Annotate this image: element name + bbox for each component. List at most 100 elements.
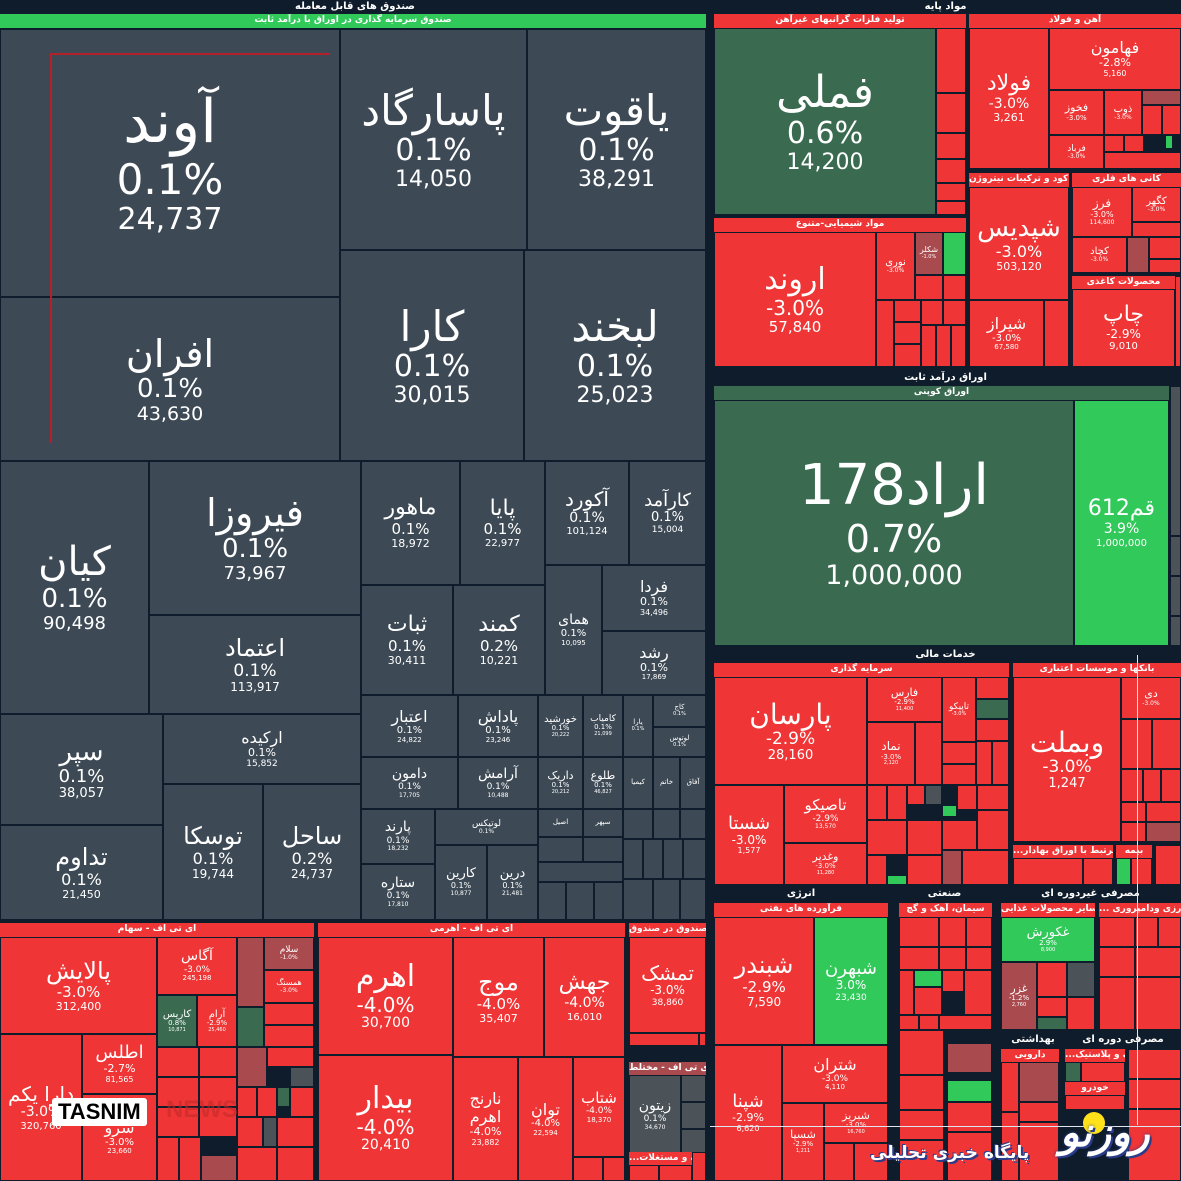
tile-kamyab[interactable]: کامیاب 0.1% 21,099 (583, 695, 623, 757)
tile-tapiko[interactable]: تاپیکو -3.0% (942, 677, 976, 742)
tile-ahrom[interactable]: اهرم -4.0% 30,700 (318, 937, 453, 1055)
tile-small-stock[interactable] (1065, 1095, 1125, 1110)
tile-kaj[interactable]: کاج 0.1% (653, 695, 706, 727)
tile-palayesh[interactable]: پالایش -3.0% 312,400 (0, 937, 157, 1034)
group-bar-fund-of-funds[interactable]: صندوق در صندوق (629, 923, 706, 937)
tile-small-stock[interactable] (942, 764, 976, 785)
tile-small-stock[interactable] (1121, 719, 1152, 769)
tile-small-etf[interactable] (263, 1117, 277, 1147)
tile-narenj[interactable]: نارنج اهرم -4.0% 23,882 (453, 1057, 518, 1181)
tile-small-etf[interactable] (629, 1033, 699, 1046)
tile-small-etf[interactable] (603, 1157, 625, 1181)
tile-kechad[interactable]: کچاد -3.0% (1072, 237, 1127, 273)
tile-small-stock[interactable] (867, 785, 887, 820)
tile-small-etf[interactable] (267, 1047, 314, 1067)
tile-arzesh[interactable] (237, 937, 264, 1007)
tile-shasta[interactable]: شستا -3.0% 1,577 (714, 785, 784, 885)
tile-small-etf[interactable] (201, 1155, 237, 1181)
tile-homay[interactable]: همای 0.1% 10,095 (545, 565, 602, 695)
tile-faraz[interactable]: فرز -3.0% 114,600 (1072, 187, 1132, 237)
tile-akord[interactable]: آکورد 0.1% 101,124 (545, 461, 629, 565)
tile-fahamoon[interactable]: فهامون -2.8% 5,160 (1049, 28, 1181, 90)
tile-bidar[interactable]: بیدار -4.0% 20,410 (318, 1055, 453, 1181)
tile-small-stock[interactable] (1044, 300, 1069, 367)
tile-small-stock[interactable] (947, 1102, 992, 1132)
tile-small-stock[interactable] (824, 1143, 854, 1181)
tile-small-etf[interactable] (659, 1165, 692, 1181)
tile-small-etf[interactable] (290, 1087, 314, 1117)
tile-small-stock[interactable] (966, 917, 992, 947)
tile-small-stock[interactable] (1124, 135, 1144, 152)
tile-small-stock[interactable] (947, 1080, 992, 1102)
group-bar-cement[interactable]: سیمان، آهک و گچ (899, 903, 992, 917)
tile-small-stock[interactable] (1104, 152, 1181, 169)
tile-shbehran[interactable]: شبهرن 3.0% 23,430 (814, 917, 888, 1045)
tile-small-stock[interactable] (1146, 822, 1181, 842)
tile-small-stock[interactable] (899, 1140, 944, 1181)
tile-atlas[interactable]: اطلس -2.7% 81,565 (82, 1034, 157, 1094)
tile-shpena[interactable]: شپنا -2.9% 6,620 (714, 1045, 782, 1181)
tile-small-etf[interactable] (237, 1047, 267, 1087)
tile-small-stock[interactable] (1155, 845, 1181, 885)
tile-karamad[interactable]: کارآمد 0.1% 15,004 (629, 461, 706, 565)
tile-shsepa[interactable]: شسپا -2.9% 1,211 (782, 1103, 824, 1181)
tile-small-stock[interactable] (899, 1075, 944, 1110)
tile-farbad[interactable]: فرباد -3.0% (1049, 135, 1104, 169)
tile-small-stock[interactable] (1116, 858, 1131, 885)
tile-small-etf[interactable] (290, 1067, 314, 1087)
tile-small-stock[interactable] (1162, 105, 1181, 135)
tile-small-bond[interactable] (1170, 616, 1181, 646)
tile-agas[interactable]: آگاس -3.0% 245,198 (157, 937, 237, 995)
tile-separ[interactable]: سپر 0.1% 38,057 (0, 714, 163, 825)
tile-fakhooz[interactable]: فخوز -3.0% (1049, 90, 1104, 135)
tile-small-stock[interactable] (914, 987, 942, 1015)
group-bar-pharma[interactable]: دارویی (1001, 1049, 1059, 1062)
tile-small-stock[interactable] (907, 855, 942, 885)
tile-small-stock[interactable] (1149, 259, 1181, 273)
tile-small-stock[interactable] (1099, 947, 1135, 977)
tile-noori[interactable]: نوری -3.0% (876, 232, 915, 300)
tile-shekalar[interactable]: شکلر -1.0% (915, 232, 943, 275)
tile-small-stock[interactable] (899, 1110, 944, 1140)
tile-small-etf[interactable] (237, 1117, 263, 1147)
tile-small-etf[interactable] (157, 1047, 199, 1077)
tile-shbandar[interactable]: شبندر -2.9% 7,590 (714, 917, 814, 1045)
tile-zeytoon[interactable]: زیتون 0.1% 34,670 (629, 1075, 681, 1155)
tile-small-stock[interactable] (942, 850, 962, 885)
tile-small-stock[interactable] (1135, 917, 1158, 947)
tile-aram[interactable]: آرام -2.9% 25,460 (197, 995, 237, 1047)
tile-small-etf[interactable] (157, 1077, 199, 1107)
tile-small-stock[interactable] (1001, 1062, 1019, 1112)
tile-orkide[interactable]: ارکیده 0.1% 15,852 (163, 714, 361, 784)
tile-arad178[interactable]: اراد178 0.7% 1,000,000 (714, 400, 1074, 646)
tile-fulad[interactable]: فولاد -3.0% 3,261 (969, 28, 1049, 169)
tile-kian[interactable]: کیان 0.1% 90,498 (0, 461, 149, 714)
tile-small-stock[interactable] (951, 325, 966, 367)
tile-roshd[interactable]: رشد 0.1% 17,869 (602, 631, 706, 695)
tile-dey[interactable]: دی -3.0% (1121, 677, 1181, 719)
tile-small-stock[interactable] (939, 1015, 992, 1030)
tile-afagh[interactable]: آفاق (680, 757, 706, 809)
tile-small-stock[interactable] (899, 1015, 919, 1030)
tile-small-stock[interactable] (1135, 947, 1181, 977)
tile-yaghut[interactable]: یاقوت 0.1% 38,291 (527, 29, 706, 250)
tile-small-stock[interactable] (1128, 1109, 1181, 1181)
tile-small-etf[interactable] (264, 1025, 314, 1047)
tile-small-etf[interactable] (629, 1165, 659, 1181)
group-bar-automotive[interactable]: خودرو (1065, 1082, 1125, 1095)
tile-small-stock[interactable] (1067, 997, 1095, 1030)
tile-hamsang[interactable]: همسنگ -3.0% (264, 970, 314, 1003)
tile-tadavom[interactable]: تداوم 0.1% 21,450 (0, 825, 163, 920)
tile-tavan[interactable]: توان -4.0% 22,594 (518, 1057, 573, 1181)
tile-small-stock[interactable] (1019, 1062, 1059, 1102)
tile-etebar[interactable]: اعتبار 0.1% 24,822 (361, 695, 458, 757)
tile-small-bond[interactable] (1170, 386, 1181, 536)
tile-lotus[interactable]: لوتوس 0.1% (653, 727, 706, 757)
tile-small-stock[interactable] (1142, 90, 1181, 105)
tile-fameli[interactable]: فملی 0.6% 14,200 (714, 28, 936, 215)
tile-small-stock[interactable] (936, 133, 966, 159)
tile-small-fund[interactable] (623, 839, 643, 879)
tile-small-stock[interactable] (915, 275, 943, 300)
group-bar-insurance[interactable]: بیمه (1116, 845, 1152, 858)
group-bar-securities[interactable]: ...ایتهای مرتبط با اوراق بهادار (1013, 845, 1113, 858)
